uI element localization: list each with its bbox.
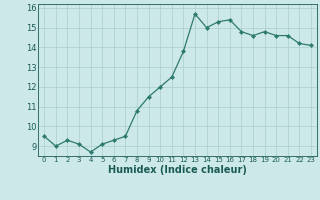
X-axis label: Humidex (Indice chaleur): Humidex (Indice chaleur): [108, 165, 247, 175]
